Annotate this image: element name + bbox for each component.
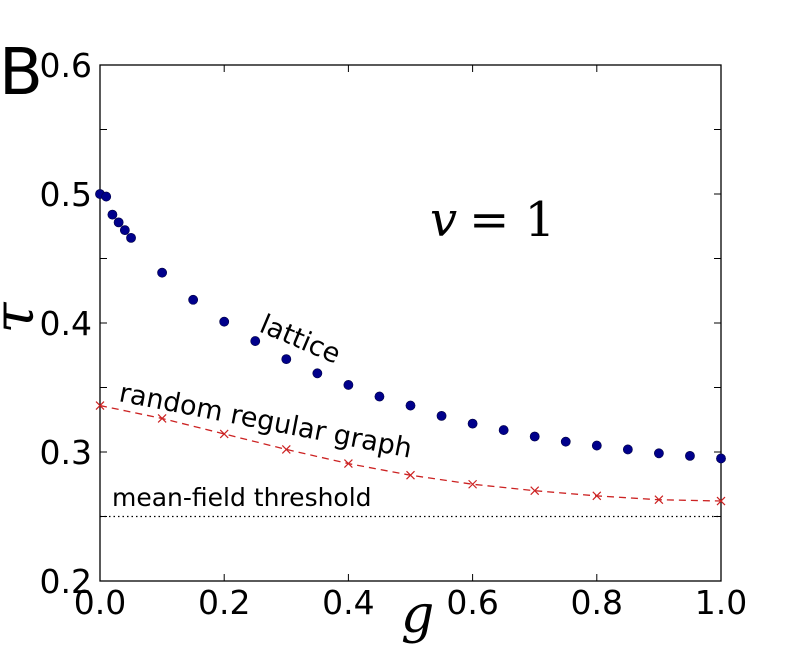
lattice-point: [685, 450, 695, 461]
y-tick-label: 0.4: [40, 304, 92, 343]
lattice-point: [312, 368, 323, 379]
mean-field-threshold-label: mean-field threshold: [112, 483, 372, 512]
lattice-point: [622, 444, 633, 455]
lattice-point: [107, 209, 118, 220]
lattice-point: [498, 425, 509, 435]
lattice-point: [188, 294, 199, 305]
x-tick-label: 0.0: [74, 583, 126, 622]
lattice-point: [654, 448, 664, 459]
x-axis-label: g: [401, 585, 434, 645]
panel-label: B: [0, 36, 43, 110]
x-tick-label: 0.6: [446, 583, 498, 622]
y-tick-label: 0.6: [40, 46, 92, 85]
lattice-point: [560, 436, 571, 447]
x-tick-label: 1.0: [695, 583, 747, 622]
series-layer: [95, 189, 726, 518]
random-regular-graph-marker: [406, 470, 415, 480]
x-tick-labels: 0.0 0.2 0.4 0.6 0.8 1.0: [74, 583, 747, 622]
lattice-point: [374, 391, 385, 402]
lattice-point: [716, 453, 726, 464]
random-regular-graph-marker: [530, 486, 540, 496]
random-regular-graph-marker: [468, 479, 478, 489]
lattice-label: lattice: [255, 309, 345, 370]
y-tick-label: 0.2: [40, 562, 92, 601]
lattice-point: [591, 440, 602, 451]
random-regular-graph-marker: [343, 459, 353, 469]
lattice-point: [113, 217, 124, 228]
random-regular-graph-marker: [654, 495, 664, 505]
lattice-point: [529, 431, 540, 442]
random-regular-graph-marker: [95, 401, 105, 410]
lattice-point: [281, 354, 292, 365]
lattice-point: [250, 336, 261, 346]
x-tick-label: 0.2: [198, 583, 250, 622]
lattice-point: [405, 400, 416, 411]
axis-ticks: [99, 64, 722, 582]
lattice-point: [157, 267, 167, 278]
lattice-point: [343, 380, 354, 390]
y-tick-label: 0.5: [40, 175, 92, 214]
random-regular-graph-marker: [592, 491, 602, 501]
x-tick-label: 0.8: [571, 583, 623, 622]
lattice-point: [467, 418, 478, 429]
random-regular-graph-marker: [716, 496, 726, 506]
random-regular-graph-marker: [281, 444, 291, 454]
v-annotation: v = 1: [430, 192, 555, 248]
y-axis-label: τ: [0, 301, 47, 333]
lattice-point: [436, 410, 447, 421]
lattice-point: [101, 191, 112, 202]
x-tick-label: 0.4: [322, 583, 374, 622]
lattice-point: [126, 232, 136, 243]
lattice-point: [219, 316, 230, 327]
lattice-point: [119, 225, 130, 236]
y-tick-label: 0.3: [40, 433, 92, 472]
random-regular-graph-marker: [219, 429, 229, 439]
y-tick-labels: 0.2 0.3 0.4 0.5 0.6: [40, 46, 92, 601]
random-regular-graph-marker: [157, 414, 167, 423]
random-regular-graph-label: random regular graph: [117, 377, 415, 464]
